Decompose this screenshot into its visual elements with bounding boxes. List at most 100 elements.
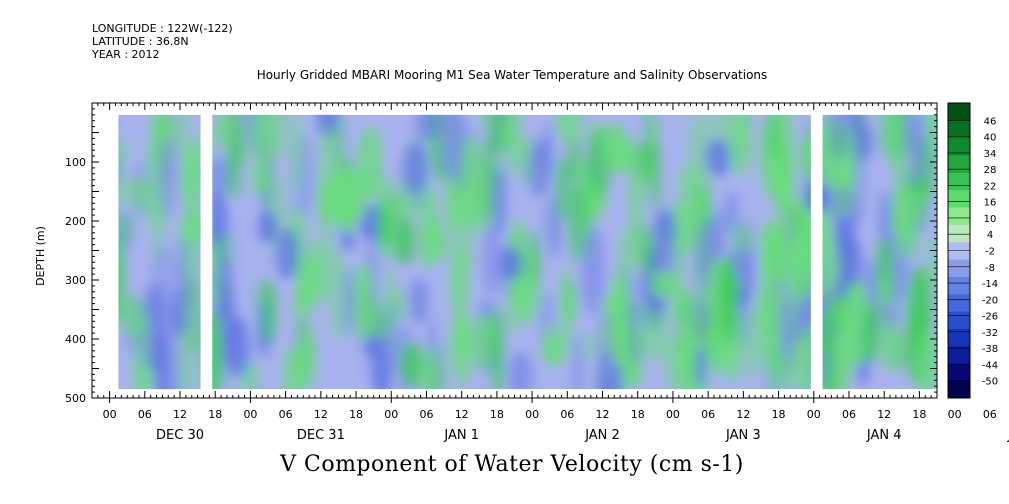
field-blob (344, 268, 354, 336)
field-blob (271, 103, 287, 157)
y-axis-label: DEPTH (m) (34, 226, 47, 286)
field-blob (787, 205, 800, 237)
field-blob (705, 138, 731, 177)
field-blob (424, 177, 436, 269)
colorbar-swatch (948, 293, 970, 312)
field-blob (119, 295, 145, 337)
field-blob (799, 324, 814, 397)
x-hour-label: 06 (701, 408, 715, 421)
y-tick-label: 300 (65, 274, 86, 287)
field-blob (604, 121, 627, 174)
colorbar-label: -14 (982, 279, 998, 290)
x-hour-label: 12 (455, 408, 469, 421)
x-hour-label: 12 (596, 408, 610, 421)
field-blob (636, 298, 653, 355)
field-blob (708, 319, 723, 378)
colorbar-label: -20 (982, 295, 998, 306)
field-blob (629, 169, 641, 214)
field-blob (855, 137, 865, 227)
x-day-label: JAN 3 (725, 428, 761, 443)
field-blob (483, 311, 495, 344)
colorbar-swatch (948, 363, 970, 382)
field-blob (449, 249, 469, 318)
x-hour-label: 12 (173, 408, 187, 421)
colorbar-swatch (948, 137, 970, 156)
x-hour-label: 06 (560, 408, 574, 421)
colorbar-label: -2 (985, 247, 995, 258)
colorbar-swatch (948, 345, 970, 364)
colorbar-label: 40 (984, 133, 997, 144)
field-blob (182, 145, 196, 212)
field-blob (283, 345, 305, 398)
field-blob (639, 148, 650, 197)
field-blob (864, 303, 879, 363)
field-blob (215, 112, 231, 147)
field-blob (791, 224, 807, 288)
data-gap (200, 103, 213, 398)
field-blob (915, 327, 937, 398)
colorbar: 46 40 34 28 22 16 10 4 -2 -8 -14 -20 -26 -32 -38 -44 -50 (947, 102, 998, 399)
field-blob (833, 160, 855, 220)
field-blob (258, 210, 277, 244)
y-tick-label: 500 (65, 392, 86, 405)
field-blob (527, 138, 552, 198)
metadata-block: LONGITUDE : 122W(-122) LATITUDE : 36.8N … (92, 22, 233, 61)
field-blob (844, 238, 863, 286)
field-blob (264, 282, 276, 344)
colorbar-swatch (948, 120, 970, 139)
field-blob (434, 343, 444, 398)
field-blob (719, 272, 741, 303)
x-hour-label: 18 (772, 408, 786, 421)
chart-title: Hourly Gridded MBARI Mooring M1 Sea Wate… (256, 68, 768, 82)
colorbar-swatch (948, 380, 970, 399)
field-blob (124, 175, 149, 212)
field-blob (530, 228, 539, 285)
field-blob (250, 104, 277, 189)
data-gap (810, 103, 823, 398)
field-blob (328, 250, 347, 342)
field-blob (227, 145, 239, 200)
x-day-label: DEC 31 (297, 428, 345, 443)
field-blob (501, 123, 513, 153)
x-hour-label: 06 (983, 408, 997, 421)
no-data-bottom (92, 389, 937, 398)
year-label: YEAR : 2012 (92, 48, 160, 61)
colorbar-swatch (948, 155, 970, 173)
colorbar-swatch (948, 328, 970, 347)
field-blob (766, 327, 783, 397)
field-blob (745, 310, 759, 381)
axes: 00 06 12 18 00 06 12 18 00 06 12 18 00 06 12 18 00 06 12 18… (65, 102, 1009, 443)
colorbar-label: 16 (984, 198, 997, 209)
field-blob (357, 126, 383, 201)
field-blob (166, 330, 181, 398)
colorbar-label: -26 (982, 312, 998, 323)
y-tick-label: 100 (65, 156, 86, 169)
colorbar-swatch (948, 103, 970, 121)
field-blob (727, 190, 736, 239)
colorbar-label: 34 (984, 149, 997, 160)
field-blob (677, 165, 692, 220)
field-blob (648, 117, 659, 149)
x-hour-label: 00 (103, 408, 117, 421)
x-hour-label: 18 (912, 408, 926, 421)
x-day-label: JAN 5 (1007, 428, 1009, 443)
x-hour-label: 00 (807, 408, 821, 421)
velocity-field (92, 103, 937, 398)
field-blob (775, 104, 786, 179)
colorbar-label: -38 (982, 344, 998, 355)
field-blob (494, 165, 506, 236)
field-blob (400, 340, 423, 389)
field-blob (508, 351, 533, 398)
x-hour-label: 00 (525, 408, 539, 421)
field-blob (305, 243, 326, 306)
field-blob (458, 174, 482, 229)
field-blob (290, 109, 304, 196)
field-blob (660, 235, 677, 275)
field-blob (542, 335, 568, 367)
field-blob (581, 226, 606, 316)
field-blob (828, 103, 849, 161)
field-blob (761, 257, 782, 328)
colorbar-label: -44 (982, 360, 998, 371)
field-blob (275, 226, 300, 281)
